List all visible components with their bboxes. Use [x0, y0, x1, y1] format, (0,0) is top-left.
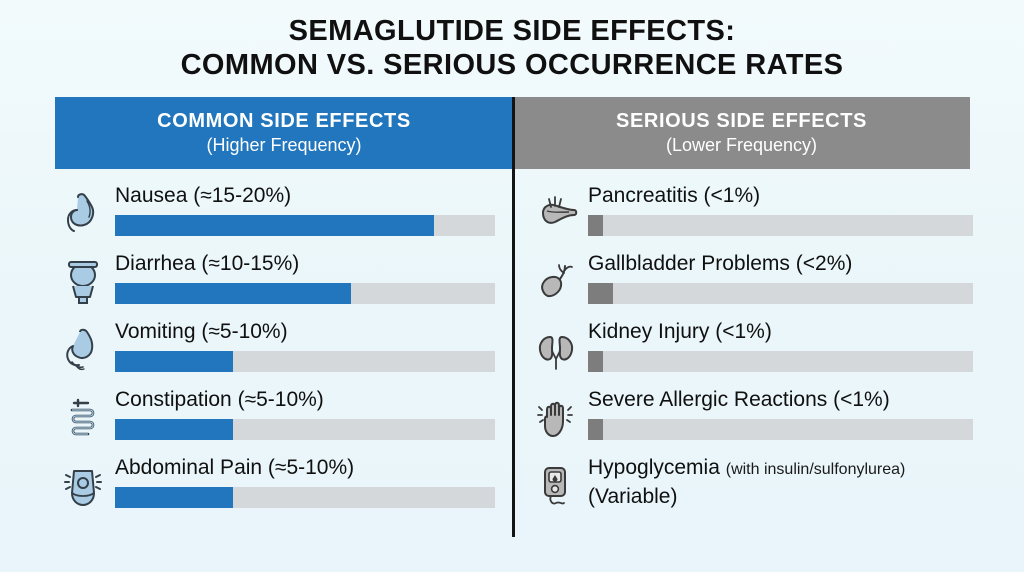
list-item-body: Pancreatitis (<1%): [588, 183, 973, 236]
list-item: Kidney Injury (<1%): [528, 319, 973, 385]
intestine-icon: [55, 389, 111, 447]
bar-fill: [115, 419, 233, 440]
bar-fill: [115, 215, 435, 236]
list-item-label: Diarrhea (≈10-15%): [115, 252, 300, 275]
list-item-label: Vomiting (≈5-10%): [115, 320, 288, 343]
bar-track: [115, 419, 495, 440]
header-serious-side-effects: SERIOUS SIDE EFFECTS (Lower Frequency): [513, 97, 970, 169]
list-item-label-line2: (Variable): [588, 485, 678, 508]
abdomen-icon: [55, 457, 111, 515]
pancreas-icon: [528, 185, 584, 243]
header-serious-title: SERIOUS SIDE EFFECTS: [616, 110, 867, 132]
kidney-icon: [528, 321, 584, 379]
bar-fill: [115, 351, 233, 372]
glucose-meter-icon: [528, 457, 584, 515]
bar-fill: [588, 215, 604, 236]
list-item-body: Kidney Injury (<1%): [588, 319, 973, 372]
bar-track: [588, 215, 973, 236]
vomiting-stomach-icon: [55, 321, 111, 379]
bar-fill: [588, 283, 614, 304]
list-item: Pancreatitis (<1%): [528, 183, 973, 249]
common-side-effects-list: Nausea (≈15-20%) Diarrhea (≈10-15%): [55, 183, 495, 523]
list-item-label: Hypoglycemia (with insulin/sulfonylurea): [588, 455, 973, 483]
list-item: Vomiting (≈5-10%): [55, 319, 495, 385]
list-item-label-main: Hypoglycemia: [588, 456, 720, 479]
list-item-body: Severe Allergic Reactions (<1%): [588, 387, 973, 440]
list-item-body: Diarrhea (≈10-15%): [115, 251, 495, 304]
list-item: Diarrhea (≈10-15%): [55, 251, 495, 317]
list-item: Nausea (≈15-20%): [55, 183, 495, 249]
bar-fill: [588, 419, 604, 440]
list-item-body: Nausea (≈15-20%): [115, 183, 495, 236]
bar-fill: [115, 487, 233, 508]
list-item-body: Constipation (≈5-10%): [115, 387, 495, 440]
column-headers: COMMON SIDE EFFECTS (Higher Frequency) S…: [55, 97, 970, 169]
bar-fill: [115, 283, 351, 304]
list-item-body: Gallbladder Problems (<2%): [588, 251, 973, 304]
list-item: Abdominal Pain (≈5-10%): [55, 455, 495, 521]
list-item-body: Vomiting (≈5-10%): [115, 319, 495, 372]
list-item: Hypoglycemia (with insulin/sulfonylurea)…: [528, 455, 973, 521]
header-common-title: COMMON SIDE EFFECTS: [157, 110, 411, 132]
list-item-label: Severe Allergic Reactions (<1%): [588, 388, 890, 411]
gallbladder-icon: [528, 253, 584, 311]
serious-side-effects-list: Pancreatitis (<1%) Gallbladder Problems …: [528, 183, 973, 523]
bar-track: [115, 487, 495, 508]
toilet-icon: [55, 253, 111, 311]
list-item-label: Abdominal Pain (≈5-10%): [115, 456, 355, 479]
list-item-label: Constipation (≈5-10%): [115, 388, 324, 411]
list-item: Constipation (≈5-10%): [55, 387, 495, 453]
list-item-body: Abdominal Pain (≈5-10%): [115, 455, 495, 508]
bar-track: [115, 283, 495, 304]
bar-track: [588, 351, 973, 372]
header-common-subtitle: (Higher Frequency): [206, 135, 362, 155]
bar-track: [588, 283, 973, 304]
title-line-1: SEMAGLUTIDE SIDE EFFECTS:: [288, 15, 736, 47]
list-item-body: Hypoglycemia (with insulin/sulfonylurea)…: [588, 455, 973, 511]
title-line-2: COMMON VS. SERIOUS OCCURRENCE RATES: [180, 49, 844, 81]
page-title: SEMAGLUTIDE SIDE EFFECTS: COMMON VS. SER…: [0, 14, 1024, 82]
list-item-label: Nausea (≈15-20%): [115, 184, 292, 207]
list-item: Severe Allergic Reactions (<1%): [528, 387, 973, 453]
column-divider: [512, 97, 515, 537]
bar-fill: [588, 351, 604, 372]
list-item-label: Kidney Injury (<1%): [588, 320, 772, 343]
bar-track: [115, 351, 495, 372]
list-item-label: Gallbladder Problems (<2%): [588, 252, 853, 275]
list-item-sublabel: (with insulin/sulfonylurea): [725, 461, 906, 478]
list-item-label: Pancreatitis (<1%): [588, 184, 761, 207]
bar-track: [588, 419, 973, 440]
stomach-icon: [55, 185, 111, 243]
header-serious-subtitle: (Lower Frequency): [665, 135, 818, 155]
bar-track: [115, 215, 495, 236]
list-item: Gallbladder Problems (<2%): [528, 251, 973, 317]
header-common-side-effects: COMMON SIDE EFFECTS (Higher Frequency): [55, 97, 513, 169]
hand-rash-icon: [528, 389, 584, 447]
